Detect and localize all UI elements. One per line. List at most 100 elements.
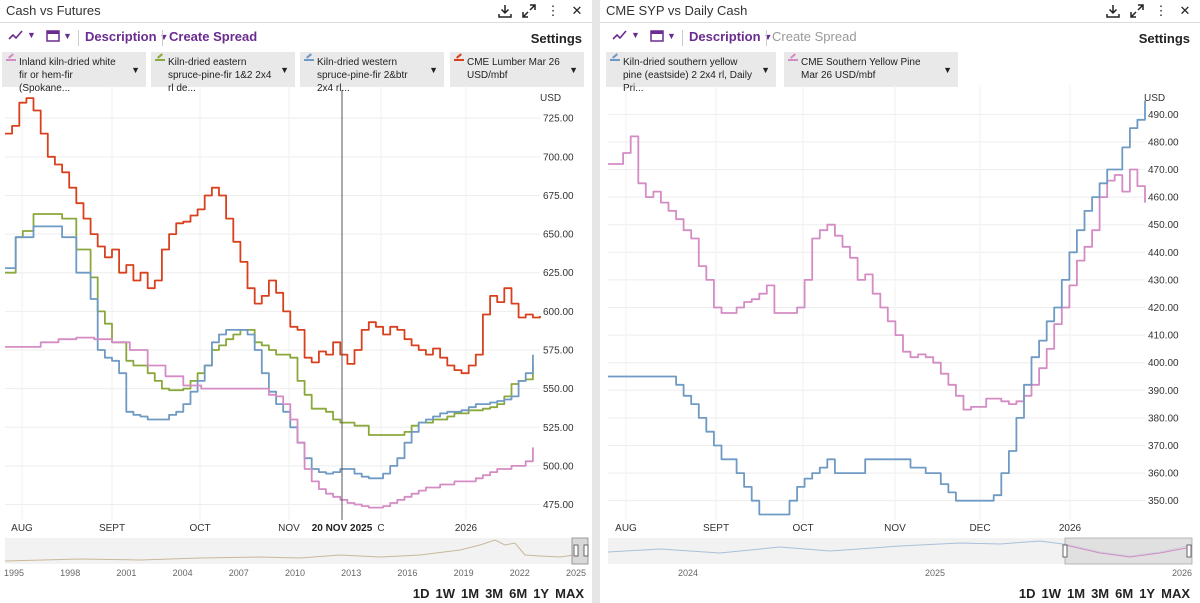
navigator-series-overlay xyxy=(1064,544,1193,558)
expand-icon[interactable] xyxy=(1128,2,1146,20)
series-line[interactable] xyxy=(608,100,1146,516)
navigator-right-handle[interactable] xyxy=(1186,544,1192,558)
panel-divider[interactable] xyxy=(592,0,600,603)
create-spread-button[interactable]: Create Spread xyxy=(772,29,857,44)
description-label: Description xyxy=(689,29,761,44)
panel-title: CME SYP vs Daily Cash xyxy=(606,3,748,18)
chevron-down-icon[interactable]: ▼ xyxy=(569,65,578,75)
cash-vs-futures-panel: Cash vs Futures ⋮ ✕ ▼ ▼ Description ▼ Cre… xyxy=(0,0,592,603)
legend-label: Kiln-dried eastern spruce-pine-fir 1&2 2… xyxy=(168,57,272,94)
y-axis-unit: USD xyxy=(540,93,561,104)
calendar-icon xyxy=(46,30,60,42)
legend-item-syp-daily-cash[interactable]: Kiln-dried southern yellow pine (eastsid… xyxy=(606,52,776,94)
y-tick-label: 410.00 xyxy=(1148,331,1179,342)
settings-button[interactable]: Settings xyxy=(1138,31,1190,46)
navigator-left-handle[interactable] xyxy=(573,544,579,557)
download-icon[interactable] xyxy=(1104,2,1122,20)
navigator-left-handle[interactable] xyxy=(1062,544,1068,558)
settings-button[interactable]: Settings xyxy=(530,31,582,46)
legend-item-eastern-spf[interactable]: Kiln-dried eastern spruce-pine-fir 1&2 2… xyxy=(151,52,295,94)
date-range-selector[interactable]: ▼ xyxy=(46,29,72,42)
legend-label: Kiln-dried western spruce-pine-fir 2&btr… xyxy=(317,57,408,94)
y-tick-label: 470.00 xyxy=(1148,165,1179,176)
legend-label: CME Southern Yellow Pine Mar 26 USD/mbf xyxy=(801,57,921,81)
date-range-selector[interactable]: ▼ xyxy=(650,29,676,42)
series-swatch xyxy=(304,59,314,61)
range-1y-button[interactable]: 1Y xyxy=(1139,586,1156,601)
legend-item-western-spf[interactable]: Kiln-dried western spruce-pine-fir 2&btr… xyxy=(300,52,444,94)
y-tick-label: 625.00 xyxy=(543,268,574,279)
chart-type-selector[interactable]: ▼ xyxy=(612,29,640,41)
y-tick-label: 600.00 xyxy=(543,307,574,318)
cash-vs-futures-chart[interactable]: 475.00 500.00 525.00 550.00 575.00 600.00 625.… xyxy=(0,0,592,603)
y-tick-label: 575.00 xyxy=(543,346,574,357)
create-spread-button[interactable]: Create Spread xyxy=(169,29,258,44)
navigator-year-label: 2004 xyxy=(173,568,193,578)
legend-item-cme-syp[interactable]: CME Southern Yellow Pine Mar 26 USD/mbf … xyxy=(784,52,958,87)
chevron-down-icon[interactable]: ▼ xyxy=(280,65,289,75)
y-tick-label: 475.00 xyxy=(543,500,574,511)
x-tick-label: C xyxy=(377,523,384,534)
legend-item-inland-white-fir[interactable]: Inland kiln-dried white fir or hem-fir (… xyxy=(2,52,146,94)
y-tick-label: 430.00 xyxy=(1148,275,1179,286)
y-tick-label: 675.00 xyxy=(543,191,574,202)
y-tick-label: 440.00 xyxy=(1148,248,1179,259)
series-swatch xyxy=(155,59,165,61)
description-dropdown[interactable]: Description ▼ xyxy=(689,29,773,44)
description-label: Description xyxy=(85,29,157,44)
series-line[interactable] xyxy=(5,225,534,480)
expand-icon[interactable] xyxy=(520,2,538,20)
range-1w-button[interactable]: 1W xyxy=(435,586,456,601)
series-swatch xyxy=(788,59,798,61)
y-tick-label: 370.00 xyxy=(1148,441,1179,452)
x-tick-label: NOV xyxy=(884,523,906,534)
range-1y-button[interactable]: 1Y xyxy=(533,586,550,601)
y-tick-label: 500.00 xyxy=(543,461,574,472)
more-options-icon[interactable]: ⋮ xyxy=(1154,3,1168,18)
chart-type-selector[interactable]: ▼ xyxy=(8,29,36,41)
calendar-icon xyxy=(650,30,664,42)
x-tick-label: OCT xyxy=(189,523,210,534)
navigator-year-label: 1995 xyxy=(4,568,24,578)
range-1d-button[interactable]: 1D xyxy=(1018,586,1036,601)
line-chart-icon xyxy=(8,30,23,40)
y-tick-label: 460.00 xyxy=(1148,193,1179,204)
range-1m-button[interactable]: 1M xyxy=(461,586,480,601)
series-line[interactable] xyxy=(5,213,534,436)
legend-label: Kiln-dried southern yellow pine (eastsid… xyxy=(623,57,752,94)
navigator-year-label: 2024 xyxy=(678,568,698,578)
range-1w-button[interactable]: 1W xyxy=(1041,586,1062,601)
cme-syp-chart[interactable]: 350.00 360.00 370.00 380.00 390.00 400.00 410.… xyxy=(600,0,1200,603)
range-3m-button[interactable]: 3M xyxy=(485,586,504,601)
series-line[interactable] xyxy=(5,336,534,509)
navigator-year-label: 2007 xyxy=(229,568,249,578)
series-line[interactable] xyxy=(5,97,541,375)
close-icon[interactable]: ✕ xyxy=(571,3,583,18)
chevron-down-icon[interactable]: ▼ xyxy=(131,65,140,75)
navigator-year-label: 1998 xyxy=(60,568,80,578)
x-tick-label: DEC xyxy=(969,523,990,534)
range-6m-button[interactable]: 6M xyxy=(1115,586,1134,601)
series-line[interactable] xyxy=(608,135,1146,411)
more-options-icon[interactable]: ⋮ xyxy=(546,3,560,18)
range-1d-button[interactable]: 1D xyxy=(412,586,430,601)
crosshair-label-bg xyxy=(311,520,373,534)
navigator-year-label: 2022 xyxy=(510,568,530,578)
range-3m-button[interactable]: 3M xyxy=(1091,586,1110,601)
navigator-track[interactable] xyxy=(5,538,588,564)
close-icon[interactable]: ✕ xyxy=(1179,3,1191,18)
navigator-right-handle[interactable] xyxy=(583,544,589,557)
legend-item-cme-lumber[interactable]: CME Lumber Mar 26 USD/mbf ▼ xyxy=(450,52,584,87)
range-max-button[interactable]: MAX xyxy=(555,586,584,601)
range-max-button[interactable]: MAX xyxy=(1161,586,1190,601)
range-1m-button[interactable]: 1M xyxy=(1067,586,1086,601)
download-icon[interactable] xyxy=(496,2,514,20)
chevron-down-icon[interactable]: ▼ xyxy=(429,65,438,75)
chevron-down-icon[interactable]: ▼ xyxy=(761,65,770,75)
description-dropdown[interactable]: Description ▼ xyxy=(85,29,169,44)
x-tick-label: OCT xyxy=(792,523,813,534)
range-6m-button[interactable]: 6M xyxy=(509,586,528,601)
chevron-down-icon[interactable]: ▼ xyxy=(943,65,952,75)
x-tick-label: SEPT xyxy=(703,523,729,534)
navigator-year-label: 2026 xyxy=(1172,568,1192,578)
